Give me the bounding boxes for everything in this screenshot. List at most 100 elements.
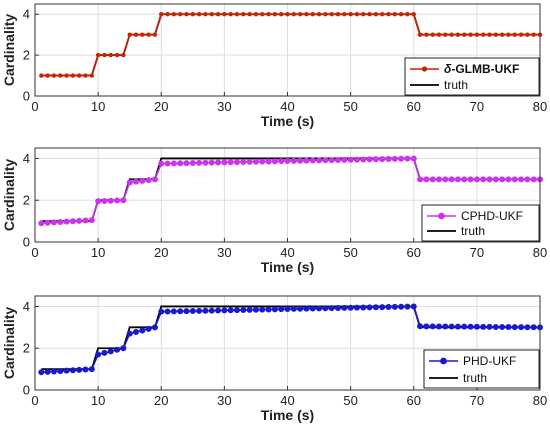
x-tick-label: 70	[470, 245, 484, 260]
estimate-point	[372, 156, 379, 163]
y-tick-label: 4	[23, 299, 30, 314]
estimate-point	[530, 176, 537, 183]
y-tick-label: 0	[23, 89, 30, 104]
y-axis-label: Cardinality	[1, 307, 17, 380]
estimate-point	[259, 158, 266, 165]
estimate-point	[133, 178, 139, 185]
estimate-point	[203, 12, 208, 17]
estimate-point	[335, 157, 341, 164]
estimate-point	[278, 12, 284, 17]
estimate-point	[297, 12, 303, 17]
estimate-point	[170, 160, 177, 167]
legend-estimate-label: PHD-UKF	[463, 354, 516, 368]
estimate-point	[265, 306, 272, 313]
estimate-point	[443, 32, 448, 37]
legend-truth-label: truth	[463, 371, 487, 385]
y-tick-label: 0	[23, 235, 30, 250]
x-tick-label: 40	[280, 245, 294, 260]
estimate-point	[50, 368, 57, 375]
legend-estimate-label: δ-GLMB-UKF	[444, 62, 519, 76]
estimate-point	[44, 368, 51, 375]
estimate-point	[499, 32, 505, 37]
x-tick-label: 80	[533, 393, 547, 408]
estimate-point	[360, 156, 367, 163]
estimate-point	[83, 73, 88, 78]
estimate-point	[222, 12, 227, 17]
estimate-point	[361, 12, 366, 17]
x-tick-label: 50	[343, 245, 357, 260]
estimate-point	[480, 176, 487, 183]
estimate-point	[76, 366, 83, 373]
x-tick-label: 0	[31, 393, 38, 408]
estimate-point	[436, 176, 442, 183]
estimate-point	[473, 323, 480, 330]
estimate-point	[183, 308, 190, 315]
estimate-point	[455, 32, 461, 37]
estimate-point	[278, 306, 285, 313]
estimate-point	[165, 12, 170, 17]
estimate-point	[310, 12, 315, 17]
estimate-point	[473, 176, 480, 183]
estimate-point	[348, 12, 353, 17]
estimate-point	[316, 12, 322, 17]
estimate-point	[379, 156, 386, 163]
estimate-point	[347, 156, 354, 163]
estimate-point	[436, 32, 442, 37]
estimate-point	[82, 366, 89, 373]
estimate-point	[227, 307, 234, 314]
estimate-point	[82, 217, 89, 224]
chart-panel-2: 0 10 20 30 40 50 60 70 80 0 2 4 Time (s) Cardinality C…	[1, 147, 547, 275]
legend-estimate-label: CPHD-UKF	[461, 209, 523, 223]
estimate-point	[423, 176, 430, 183]
estimate-point	[342, 12, 347, 17]
estimate-point	[215, 159, 222, 166]
estimate-point	[335, 305, 341, 312]
x-tick-label: 40	[280, 99, 294, 114]
estimate-point	[145, 325, 152, 332]
estimate-point	[121, 52, 126, 58]
estimate-point	[234, 159, 240, 166]
estimate-point	[126, 330, 133, 337]
estimate-point	[272, 12, 278, 17]
legend-box	[421, 204, 540, 242]
estimate-point	[461, 176, 468, 183]
estimate-point	[39, 73, 44, 78]
estimate-point	[366, 156, 373, 163]
estimate-point	[448, 176, 455, 183]
y-axis-label: Cardinality	[1, 159, 17, 232]
x-axis-label: Time (s)	[261, 259, 314, 275]
estimate-point	[291, 12, 297, 17]
estimate-point	[252, 306, 259, 313]
x-tick-label: 20	[154, 393, 168, 408]
estimate-point	[240, 306, 247, 313]
estimate-point	[411, 12, 416, 17]
estimate-point	[322, 157, 329, 164]
legend-estimate-prefix: δ	[444, 62, 452, 76]
estimate-point	[126, 179, 133, 186]
estimate-point	[152, 32, 158, 37]
estimate-point	[448, 323, 455, 330]
estimate-point	[430, 32, 435, 37]
estimate-point	[518, 32, 524, 37]
estimate-point	[234, 12, 240, 17]
x-tick-label: 10	[91, 245, 105, 260]
estimate-point	[50, 219, 57, 226]
legend-truth-label: truth	[461, 224, 485, 238]
estimate-point	[196, 12, 202, 17]
estimate-point	[240, 158, 247, 165]
estimate-point	[151, 324, 158, 331]
estimate-point	[391, 155, 398, 162]
estimate-point	[95, 351, 102, 358]
estimate-point	[196, 307, 203, 314]
estimate-point	[499, 324, 506, 331]
estimate-point	[88, 366, 95, 373]
estimate-point	[366, 304, 373, 311]
estimate-point	[474, 32, 480, 37]
x-tick-label: 10	[91, 99, 105, 114]
estimate-point	[164, 308, 171, 315]
estimate-point	[347, 304, 354, 311]
estimate-point	[271, 306, 278, 313]
estimate-point	[247, 12, 252, 17]
estimate-point	[69, 367, 76, 374]
